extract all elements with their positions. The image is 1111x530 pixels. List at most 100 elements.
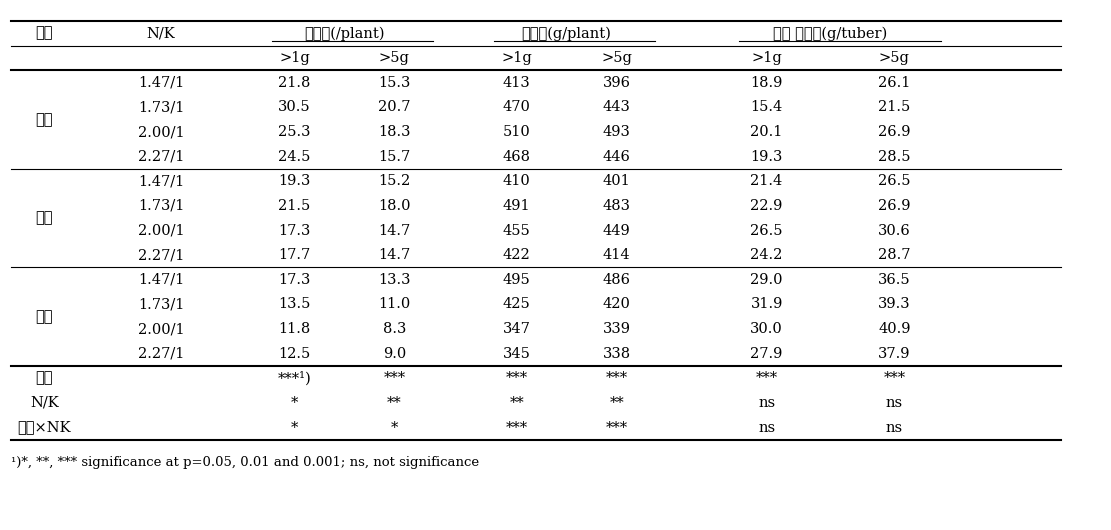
Text: 510: 510 (503, 125, 530, 139)
Text: 449: 449 (603, 224, 630, 237)
Text: 446: 446 (602, 149, 631, 164)
Text: 455: 455 (503, 224, 530, 237)
Text: 평균 괴경중(g/tuber): 평균 괴경중(g/tuber) (773, 26, 888, 41)
Text: 422: 422 (503, 248, 530, 262)
Text: 345: 345 (502, 347, 531, 361)
Text: **: ** (609, 396, 624, 410)
Text: 425: 425 (503, 297, 530, 312)
Text: 21.4: 21.4 (750, 174, 783, 188)
Text: *: * (291, 421, 298, 435)
Text: >5g: >5g (601, 51, 632, 65)
Text: 2.27/1: 2.27/1 (138, 248, 184, 262)
Text: N/K: N/K (147, 26, 176, 40)
Text: ***: *** (605, 372, 628, 385)
Text: ns: ns (758, 421, 775, 435)
Text: 1.47/1: 1.47/1 (138, 76, 184, 90)
Text: 493: 493 (602, 125, 631, 139)
Text: 26.9: 26.9 (878, 125, 911, 139)
Text: 품종×NK: 품종×NK (18, 421, 71, 435)
Text: 25.3: 25.3 (278, 125, 311, 139)
Text: 19.3: 19.3 (750, 149, 783, 164)
Text: 21.5: 21.5 (278, 199, 311, 213)
Text: 347: 347 (502, 322, 531, 336)
Text: ***: *** (883, 372, 905, 385)
Text: 12.5: 12.5 (278, 347, 311, 361)
Text: 26.1: 26.1 (878, 76, 911, 90)
Text: 11.0: 11.0 (378, 297, 411, 312)
Text: ¹)*, **, *** significance at p=0.05, 0.01 and 0.001; ns, not significance: ¹)*, **, *** significance at p=0.05, 0.0… (11, 456, 479, 469)
Text: ***¹): ***¹) (278, 371, 311, 385)
Text: 28.7: 28.7 (878, 248, 911, 262)
Text: N/K: N/K (30, 396, 59, 410)
Text: *: * (291, 396, 298, 410)
Text: 26.9: 26.9 (878, 199, 911, 213)
Text: 339: 339 (602, 322, 631, 336)
Text: 22.9: 22.9 (750, 199, 783, 213)
Text: >1g: >1g (501, 51, 532, 65)
Text: 410: 410 (503, 174, 530, 188)
Text: 413: 413 (503, 76, 530, 90)
Text: 30.0: 30.0 (750, 322, 783, 336)
Text: 40.9: 40.9 (878, 322, 911, 336)
Text: 괴경중(g/plant): 괴경중(g/plant) (522, 26, 611, 41)
Text: 13.3: 13.3 (378, 273, 411, 287)
Text: 1.47/1: 1.47/1 (138, 174, 184, 188)
Text: 2.27/1: 2.27/1 (138, 149, 184, 164)
Text: 30.6: 30.6 (878, 224, 911, 237)
Text: 15.7: 15.7 (378, 149, 411, 164)
Text: 9.0: 9.0 (383, 347, 406, 361)
Text: 31.9: 31.9 (750, 297, 783, 312)
Text: 420: 420 (602, 297, 631, 312)
Text: 24.5: 24.5 (278, 149, 311, 164)
Text: 1.73/1: 1.73/1 (138, 297, 184, 312)
Text: 21.5: 21.5 (878, 100, 911, 114)
Text: 괴경수(/plant): 괴경수(/plant) (304, 26, 384, 41)
Text: ns: ns (885, 421, 903, 435)
Text: 414: 414 (603, 248, 630, 262)
Text: 468: 468 (502, 149, 531, 164)
Text: ***: *** (755, 372, 778, 385)
Text: 수미: 수미 (36, 113, 53, 127)
Text: 37.9: 37.9 (878, 347, 911, 361)
Text: 2.00/1: 2.00/1 (138, 125, 184, 139)
Text: 품종: 품종 (36, 372, 53, 385)
Text: 30.5: 30.5 (278, 100, 311, 114)
Text: 338: 338 (602, 347, 631, 361)
Text: **: ** (509, 396, 524, 410)
Text: 18.9: 18.9 (750, 76, 783, 90)
Text: 하령: 하령 (36, 310, 53, 324)
Text: ***: *** (605, 421, 628, 435)
Text: *: * (391, 421, 398, 435)
Text: >5g: >5g (879, 51, 910, 65)
Text: 품종: 품종 (36, 26, 53, 40)
Text: 15.4: 15.4 (750, 100, 783, 114)
Text: 486: 486 (602, 273, 631, 287)
Text: ns: ns (758, 396, 775, 410)
Text: 28.5: 28.5 (878, 149, 911, 164)
Text: 14.7: 14.7 (378, 224, 411, 237)
Text: 13.5: 13.5 (278, 297, 311, 312)
Text: ***: *** (506, 421, 528, 435)
Text: 443: 443 (602, 100, 631, 114)
Text: 470: 470 (502, 100, 531, 114)
Text: 24.2: 24.2 (750, 248, 783, 262)
Text: 18.0: 18.0 (378, 199, 411, 213)
Text: 17.3: 17.3 (278, 273, 311, 287)
Text: >1g: >1g (751, 51, 782, 65)
Text: ***: *** (506, 372, 528, 385)
Text: 21.8: 21.8 (278, 76, 311, 90)
Text: 17.3: 17.3 (278, 224, 311, 237)
Text: 8.3: 8.3 (382, 322, 407, 336)
Text: 401: 401 (603, 174, 630, 188)
Text: 20.7: 20.7 (378, 100, 411, 114)
Text: 1.73/1: 1.73/1 (138, 199, 184, 213)
Text: 20.1: 20.1 (750, 125, 783, 139)
Text: 18.3: 18.3 (378, 125, 411, 139)
Text: 36.5: 36.5 (878, 273, 911, 287)
Text: 15.2: 15.2 (378, 174, 411, 188)
Text: 483: 483 (602, 199, 631, 213)
Text: 15.3: 15.3 (378, 76, 411, 90)
Text: >1g: >1g (279, 51, 310, 65)
Text: ns: ns (885, 396, 903, 410)
Text: >5g: >5g (379, 51, 410, 65)
